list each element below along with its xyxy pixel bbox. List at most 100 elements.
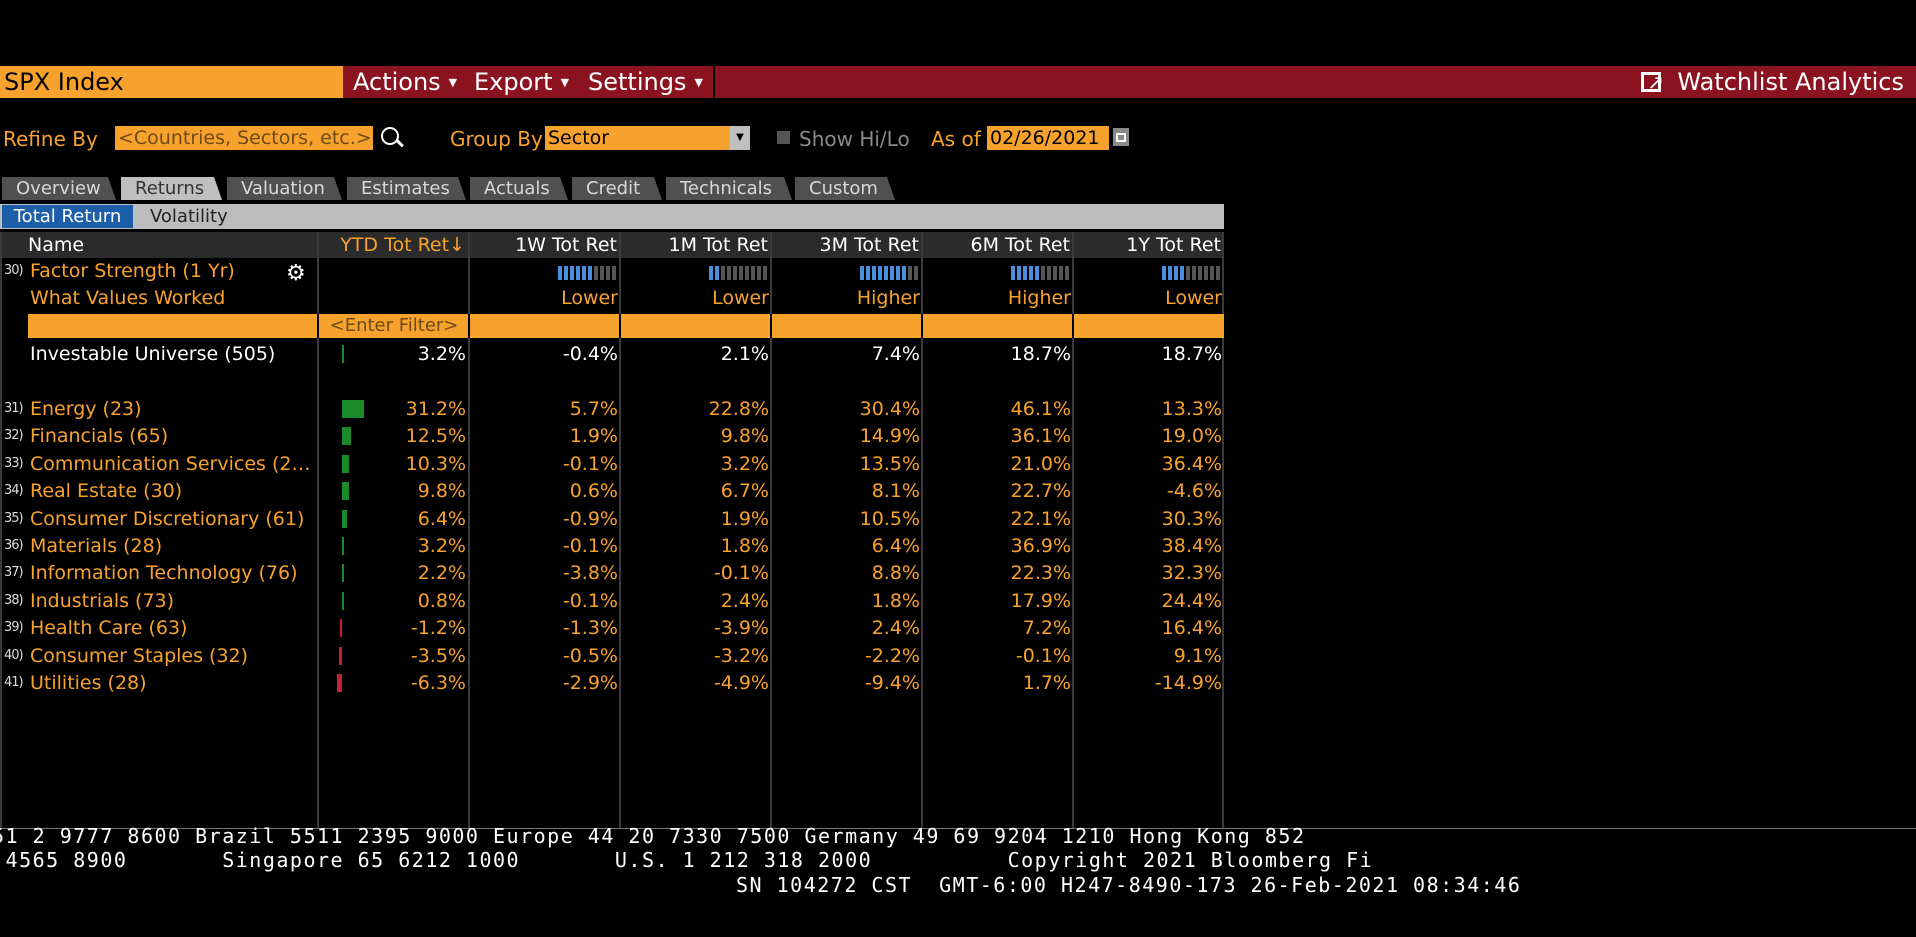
footer-copyright-line: 4565 8900 Singapore 65 6212 1000 U.S. 1 …: [0, 848, 1374, 872]
tab-overview[interactable]: Overview: [2, 177, 116, 200]
settings-menu-button[interactable]: Settings ▼: [578, 66, 715, 98]
return-value-cell: 1.7%: [1022, 672, 1071, 694]
column-divider: [619, 314, 621, 338]
return-value-cell: 14.9%: [859, 425, 920, 447]
return-value-cell: 7.2%: [1022, 617, 1071, 639]
sector-name[interactable]: Health Care (63): [30, 617, 188, 639]
as-of-date-input[interactable]: 02/26/2021: [987, 126, 1109, 150]
gear-icon[interactable]: ⚙: [286, 261, 306, 286]
row-number: 37): [4, 565, 24, 580]
column-header-1w[interactable]: 1W Tot Ret: [515, 234, 617, 256]
chevron-down-icon[interactable]: ▼: [730, 126, 750, 150]
search-icon[interactable]: [381, 127, 399, 145]
sector-name[interactable]: Information Technology (76): [30, 562, 298, 584]
watchlist-analytics-link[interactable]: Watchlist Analytics: [1641, 66, 1904, 98]
sector-name[interactable]: Communication Services (2…: [30, 453, 311, 475]
universe-value-cell: 18.7%: [1010, 343, 1071, 365]
ticker-field[interactable]: SPX Index: [0, 66, 343, 98]
ytd-return-bar: [339, 647, 342, 665]
return-value-cell: -0.1%: [713, 562, 769, 584]
tab-credit[interactable]: Credit: [572, 177, 662, 200]
sector-name[interactable]: Consumer Discretionary (61): [30, 508, 305, 530]
external-link-icon: [1641, 66, 1664, 98]
return-value-cell: -3.9%: [713, 617, 769, 639]
return-value-cell: -4.6%: [1166, 480, 1222, 502]
ytd-return-bar: [342, 592, 344, 610]
ytd-return-bar: [340, 619, 342, 637]
return-value-cell: -3.8%: [562, 562, 618, 584]
tab-estimates[interactable]: Estimates: [347, 177, 466, 200]
show-hilo-checkbox[interactable]: [777, 131, 790, 144]
return-value-cell: 24.4%: [1161, 590, 1222, 612]
return-value-cell: 22.1%: [1010, 508, 1071, 530]
return-value-cell: 22.8%: [708, 398, 769, 420]
return-value-cell: 3.2%: [720, 453, 769, 475]
return-value-cell: 5.7%: [569, 398, 618, 420]
return-value-cell: 21.0%: [1010, 453, 1071, 475]
group-by-select[interactable]: Sector: [545, 126, 730, 150]
column-divider: [1222, 232, 1224, 828]
return-value-cell: -0.5%: [562, 645, 618, 667]
return-value-cell: 8.8%: [871, 562, 920, 584]
ytd-return-bar: [342, 345, 344, 363]
column-header-ytd[interactable]: YTD Tot Ret↓: [320, 232, 468, 258]
caret-down-icon: ▼: [560, 76, 570, 89]
universe-value-cell: 2.1%: [720, 343, 769, 365]
group-by-label: Group By: [450, 127, 543, 151]
sector-name[interactable]: Real Estate (30): [30, 480, 183, 502]
footer-contacts-line: 51 2 9777 8600 Brazil 5511 2395 9000 Eur…: [0, 824, 1306, 848]
return-value-cell: 13.5%: [859, 453, 920, 475]
tab-returns[interactable]: Returns: [121, 177, 222, 200]
sector-name[interactable]: Energy (23): [30, 398, 142, 420]
return-value-cell: 3.2%: [417, 535, 466, 557]
return-value-cell: 19.0%: [1161, 425, 1222, 447]
column-header-3m[interactable]: 3M Tot Ret: [819, 234, 920, 256]
column-filter-row: [28, 314, 1224, 338]
row-number: 32): [4, 428, 24, 443]
row-number: 41): [4, 675, 24, 690]
factor-strength-meter: [558, 266, 618, 280]
tab-valuation[interactable]: Valuation: [227, 177, 342, 200]
factor-strength-meter: [860, 266, 920, 280]
grid-header-row: [0, 232, 1224, 258]
return-value-cell: 31.2%: [405, 398, 466, 420]
sector-name[interactable]: Industrials (73): [30, 590, 175, 612]
column-divider: [1072, 314, 1074, 338]
calendar-icon[interactable]: [1113, 128, 1129, 146]
ytd-return-bar: [342, 510, 347, 528]
factor-strength-meter: [1011, 266, 1071, 280]
subtab-total-return[interactable]: Total Return: [2, 205, 133, 228]
actions-menu-button[interactable]: Actions ▼: [343, 66, 470, 98]
column-header-6m[interactable]: 6M Tot Ret: [970, 234, 1071, 256]
universe-row-name[interactable]: Investable Universe (505): [30, 343, 276, 365]
tab-actuals[interactable]: Actuals: [470, 177, 568, 200]
tab-custom[interactable]: Custom: [795, 177, 895, 200]
tab-technicals[interactable]: Technicals: [666, 177, 792, 200]
row-number: 31): [4, 401, 24, 416]
column-divider: [1072, 232, 1074, 828]
return-value-cell: 1.8%: [871, 590, 920, 612]
subtab-volatility[interactable]: Volatility: [150, 206, 228, 227]
column-header-1y[interactable]: 1Y Tot Ret: [1126, 234, 1221, 256]
return-value-cell: 30.4%: [859, 398, 920, 420]
return-value-cell: 22.3%: [1010, 562, 1071, 584]
refine-by-input[interactable]: <Countries, Sectors, etc.>: [115, 126, 373, 150]
column-header-1m[interactable]: 1M Tot Ret: [668, 234, 769, 256]
export-menu-button[interactable]: Export ▼: [464, 66, 582, 98]
factor-strength-label[interactable]: Factor Strength (1 Yr): [30, 260, 235, 282]
return-value-cell: 2.4%: [871, 617, 920, 639]
sector-name[interactable]: Utilities (28): [30, 672, 147, 694]
column-header-name[interactable]: Name: [28, 234, 85, 256]
sector-name[interactable]: Consumer Staples (32): [30, 645, 249, 667]
ytd-return-bar: [342, 427, 351, 445]
sector-name[interactable]: Financials (65): [30, 425, 169, 447]
universe-value-cell: 18.7%: [1161, 343, 1222, 365]
sector-name[interactable]: Materials (28): [30, 535, 163, 557]
column-divider: [619, 232, 621, 828]
return-value-cell: 38.4%: [1161, 535, 1222, 557]
values-worked-cell: Lower: [561, 287, 618, 309]
column-divider: [770, 232, 772, 828]
return-value-cell: 17.9%: [1010, 590, 1071, 612]
enter-filter-input[interactable]: <Enter Filter>: [329, 315, 459, 336]
column-divider: [921, 314, 923, 338]
